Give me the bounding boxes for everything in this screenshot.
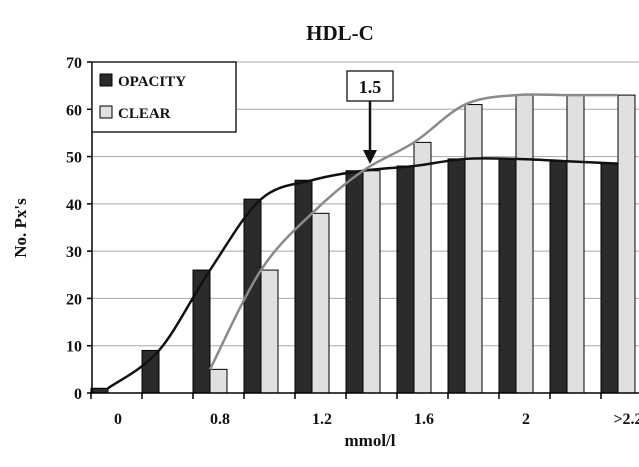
chart-title: HDL-C xyxy=(306,21,374,45)
bar-opacity xyxy=(600,163,619,394)
legend-label-clear: CLEAR xyxy=(118,106,171,122)
legend: OPACITY CLEAR xyxy=(91,61,237,133)
annotation-arrow-head xyxy=(363,150,377,164)
y-tick-label: 0 xyxy=(74,386,82,403)
x-tick-label: 0 xyxy=(114,411,122,428)
x-tick-labels: 0 0.8 1.2 1.6 2 >2.2 xyxy=(114,411,639,428)
bar-opacity xyxy=(345,170,364,394)
y-tick-labels: 0 10 20 30 40 50 60 70 xyxy=(66,55,82,403)
y-tick-label: 50 xyxy=(66,150,82,167)
bar-clear xyxy=(362,170,381,394)
bar-clear xyxy=(260,269,279,394)
trend-line-opacity xyxy=(107,157,619,390)
bar-clear xyxy=(464,104,483,394)
legend-box xyxy=(91,61,237,133)
bar-opacity xyxy=(192,269,211,394)
bars xyxy=(90,94,636,394)
trend-line-clear xyxy=(208,93,618,370)
bar-opacity xyxy=(549,160,568,394)
x-tick-label: 0.8 xyxy=(210,411,230,428)
x-tick-label: 1.6 xyxy=(414,411,434,428)
y-tick-label: 60 xyxy=(66,102,82,119)
legend-label-opacity: OPACITY xyxy=(118,74,186,90)
x-tick-label: 1.2 xyxy=(312,411,332,428)
bar-clear xyxy=(311,212,330,394)
bar-opacity xyxy=(447,158,466,394)
bar-clear xyxy=(515,94,534,394)
trend-lines xyxy=(107,93,619,390)
bar-clear xyxy=(566,94,585,394)
bar-opacity xyxy=(498,158,517,394)
bar-clear xyxy=(209,368,228,394)
annotation: 1.5 xyxy=(346,70,394,164)
annotation-text: 1.5 xyxy=(359,77,382,97)
bar-opacity xyxy=(396,165,415,394)
legend-swatch-opacity xyxy=(99,73,113,87)
y-tick-label: 20 xyxy=(66,291,82,308)
y-tick-label: 70 xyxy=(66,55,82,72)
bar-clear xyxy=(617,94,636,394)
legend-swatch-clear xyxy=(99,105,113,119)
x-tick-label: >2.2 xyxy=(613,411,639,428)
bar-clear xyxy=(413,141,432,394)
y-tick-label: 40 xyxy=(66,197,82,214)
y-tick-label: 30 xyxy=(66,244,82,261)
bar-opacity xyxy=(294,179,313,394)
x-axis-label: mmol/l xyxy=(345,431,396,450)
y-tick-label: 10 xyxy=(66,339,82,356)
y-axis-label: No. Px's xyxy=(11,198,30,258)
bar-opacity xyxy=(141,349,160,394)
x-tick-label: 2 xyxy=(522,411,530,428)
